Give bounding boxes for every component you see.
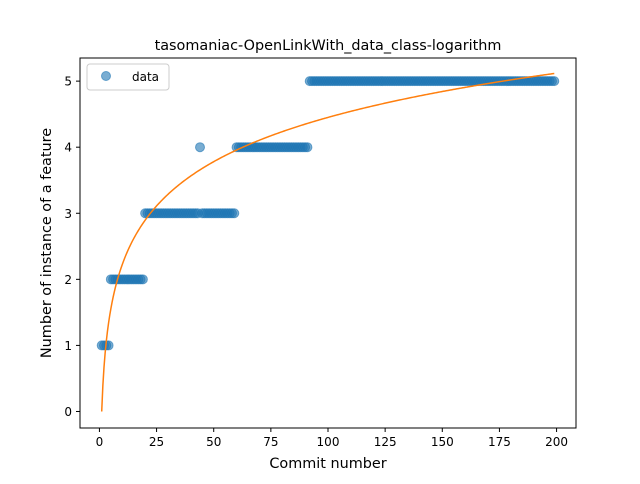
y-axis-label: Number of instance of a feature <box>39 128 55 358</box>
legend-marker-data <box>101 71 111 81</box>
data-point <box>229 208 240 219</box>
x-axis-label: Commit number <box>269 456 386 472</box>
y-axis-ticks: 0 1 2 3 4 5 <box>64 75 80 419</box>
data-point <box>195 142 205 153</box>
y-tick-label: 4 <box>64 141 72 155</box>
y-tick-label: 3 <box>64 207 72 221</box>
y-tick-label: 2 <box>64 273 72 287</box>
data-point <box>549 76 560 87</box>
plot-area <box>96 72 560 412</box>
x-tick-label: 200 <box>545 435 568 449</box>
x-tick-label: 125 <box>374 435 397 449</box>
x-tick-label: 150 <box>431 435 454 449</box>
data-point <box>137 274 148 285</box>
data-point <box>302 142 313 153</box>
x-tick-label: 0 <box>96 435 104 449</box>
chart-title: tasomaniac-OpenLinkWith_data_class-logar… <box>155 38 502 54</box>
x-axis-ticks: 0 25 50 75 100 125 150 175 200 <box>96 428 568 449</box>
y-tick-label: 1 <box>64 339 72 353</box>
legend: data <box>86 63 170 91</box>
y-tick-label: 0 <box>64 405 72 419</box>
x-tick-label: 25 <box>149 435 164 449</box>
legend-box <box>86 63 170 91</box>
y-tick-label: 5 <box>64 75 72 89</box>
fit-line <box>100 72 555 412</box>
x-tick-label: 50 <box>206 435 221 449</box>
x-tick-label: 175 <box>488 435 511 449</box>
x-tick-label: 100 <box>317 435 340 449</box>
x-tick-label: 75 <box>263 435 278 449</box>
legend-label-data: data <box>132 70 159 84</box>
